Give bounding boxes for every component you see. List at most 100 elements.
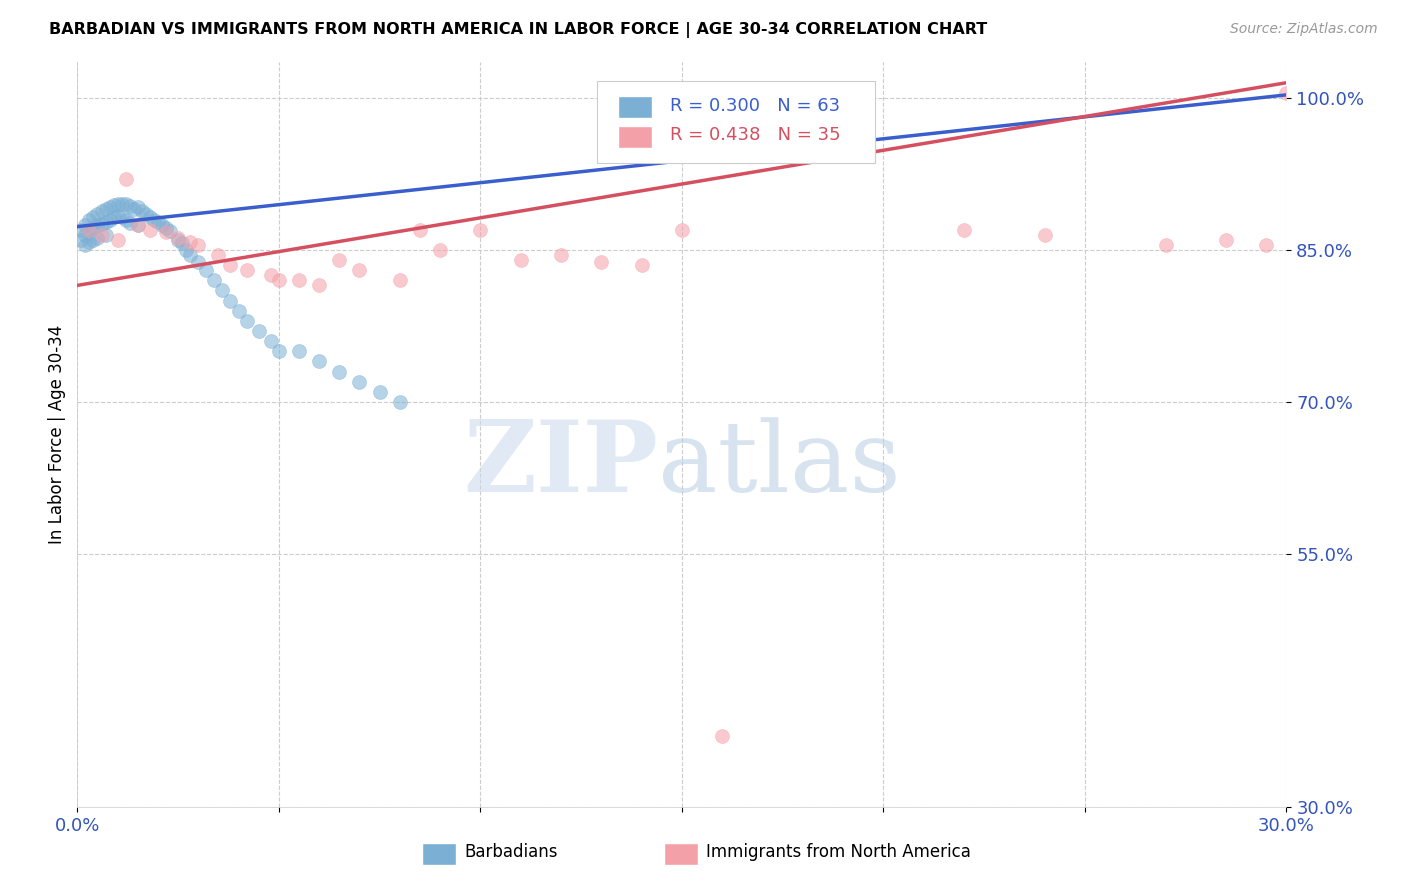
Text: ZIP: ZIP [463, 417, 658, 513]
Point [79, 212, 101, 227]
Point [187, 237, 209, 252]
Point [79, 235, 101, 249]
Point [75, 218, 97, 232]
Point [219, 258, 242, 272]
Point [195, 263, 218, 277]
Point [811, 86, 834, 100]
Point [1154, 237, 1177, 252]
Point [470, 222, 492, 236]
Text: Immigrants from North America: Immigrants from North America [706, 843, 972, 861]
Point [82, 220, 104, 235]
Text: R = 0.300   N = 63: R = 0.300 N = 63 [669, 96, 839, 115]
Point [179, 235, 201, 249]
Point [409, 222, 432, 236]
Point [509, 253, 531, 268]
Point [155, 225, 177, 239]
Point [86, 207, 108, 221]
Point [630, 258, 652, 272]
Point [107, 233, 129, 247]
Text: R = 0.438   N = 35: R = 0.438 N = 35 [669, 127, 841, 145]
Point [328, 253, 350, 268]
Point [107, 210, 129, 224]
Point [107, 197, 129, 211]
Point [1256, 237, 1278, 252]
Point [127, 218, 149, 232]
Point [235, 263, 257, 277]
Point [1215, 233, 1237, 247]
Point [260, 334, 283, 348]
Point [1275, 86, 1298, 100]
Point [86, 218, 108, 232]
Point [142, 212, 165, 227]
Point [167, 231, 190, 245]
Point [122, 202, 145, 217]
Point [75, 227, 97, 242]
Point [179, 248, 201, 262]
Point [349, 263, 371, 277]
Point [79, 222, 101, 236]
Point [671, 222, 693, 236]
Point [111, 211, 134, 225]
Point [98, 200, 121, 214]
Point [308, 354, 330, 368]
Point [131, 204, 153, 219]
Point [308, 278, 330, 293]
Point [288, 273, 311, 287]
Point [70, 233, 93, 247]
Point [150, 218, 173, 232]
Point [118, 199, 141, 213]
Point [79, 222, 101, 236]
Point [139, 211, 162, 225]
Point [167, 233, 190, 247]
Point [260, 268, 283, 283]
Point [368, 384, 391, 399]
Point [127, 218, 149, 232]
Point [349, 375, 371, 389]
FancyBboxPatch shape [422, 843, 456, 865]
FancyBboxPatch shape [664, 843, 697, 865]
Point [953, 222, 976, 236]
Point [288, 344, 311, 359]
Point [211, 284, 233, 298]
Point [267, 273, 290, 287]
FancyBboxPatch shape [598, 81, 876, 163]
Point [135, 207, 157, 221]
Point [187, 255, 209, 269]
Point [98, 212, 121, 227]
Point [90, 217, 112, 231]
Text: Source: ZipAtlas.com: Source: ZipAtlas.com [1230, 22, 1378, 37]
Point [388, 273, 411, 287]
Point [86, 231, 108, 245]
Point [247, 324, 270, 338]
Point [103, 211, 125, 225]
Point [711, 729, 734, 743]
Point [235, 314, 257, 328]
Y-axis label: In Labor Force | Age 30-34: In Labor Force | Age 30-34 [48, 326, 66, 544]
Point [94, 202, 117, 217]
Point [207, 248, 229, 262]
Point [1033, 227, 1056, 242]
Point [82, 211, 104, 225]
Point [219, 293, 242, 308]
Point [114, 172, 136, 186]
Point [90, 204, 112, 219]
Point [155, 220, 177, 235]
Point [118, 215, 141, 229]
Point [172, 235, 194, 250]
Point [159, 224, 181, 238]
Point [94, 227, 117, 242]
Text: Barbadians: Barbadians [464, 843, 558, 861]
Point [111, 197, 134, 211]
Point [591, 255, 613, 269]
Point [550, 248, 572, 262]
Point [228, 303, 250, 318]
Point [103, 198, 125, 212]
Point [328, 364, 350, 378]
Point [388, 395, 411, 409]
Point [202, 273, 225, 287]
Point [90, 227, 112, 242]
Point [75, 237, 97, 252]
FancyBboxPatch shape [617, 96, 652, 119]
Point [267, 344, 290, 359]
Point [70, 222, 93, 236]
